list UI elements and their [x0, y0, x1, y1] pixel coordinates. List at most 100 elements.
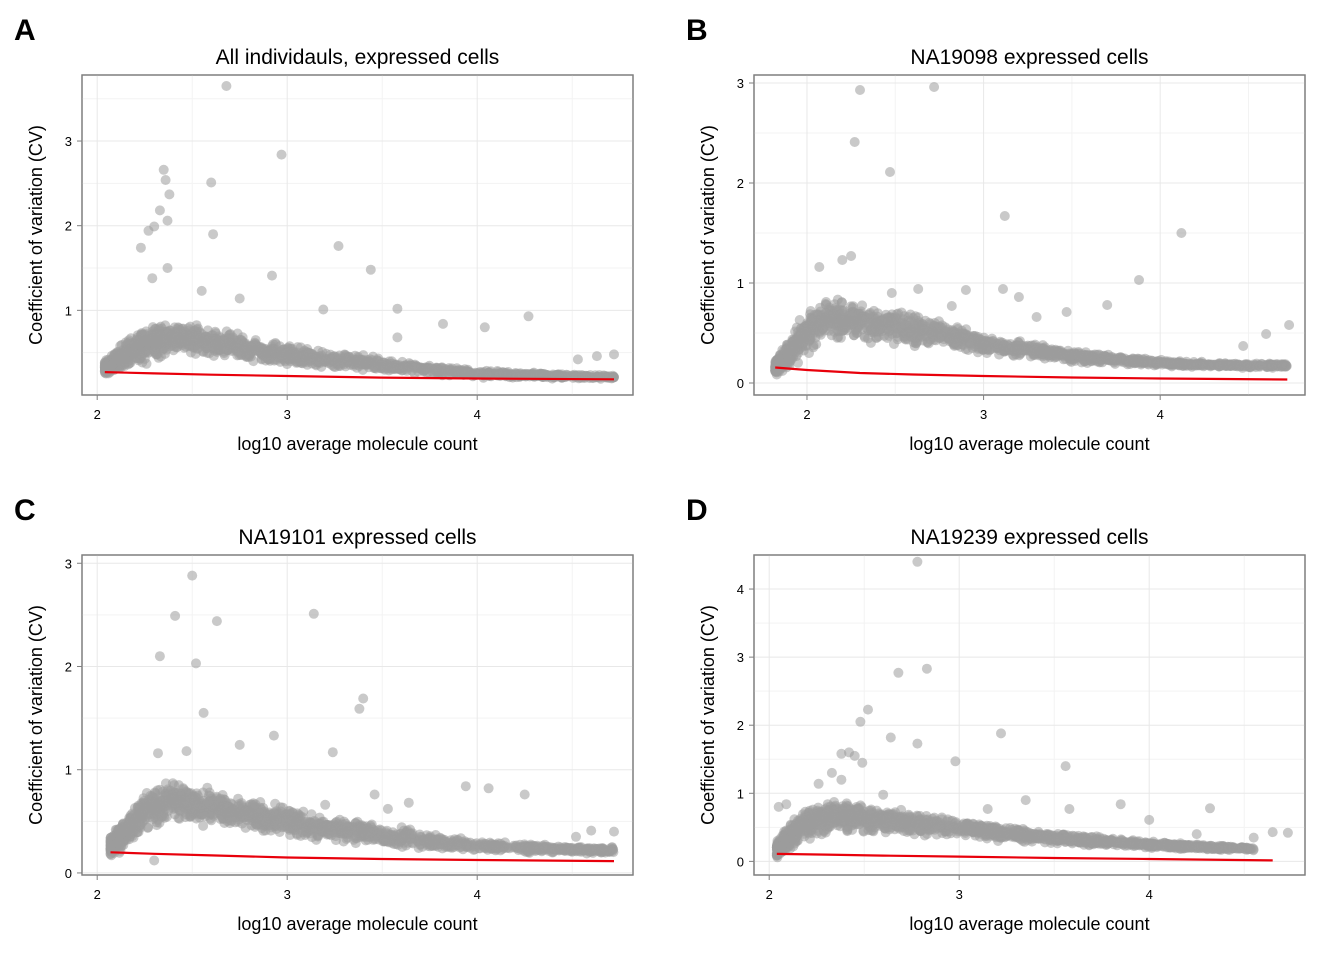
outlier-point: [158, 164, 169, 175]
x-tick-label: 4: [474, 887, 481, 902]
data-point: [149, 802, 160, 813]
y-tick-label: 2: [65, 219, 72, 234]
data-point: [161, 811, 172, 822]
outlier-point: [181, 746, 192, 757]
panel-letter: C: [14, 494, 36, 527]
data-point: [195, 803, 206, 813]
data-point: [137, 329, 148, 340]
outlier-point: [519, 789, 530, 800]
data-point: [1014, 344, 1025, 355]
outlier-point: [1061, 307, 1072, 317]
x-tick-label: 2: [803, 407, 810, 422]
data-point: [279, 354, 290, 365]
data-point: [607, 372, 618, 382]
fit-line: [104, 371, 615, 381]
data-point: [400, 828, 411, 839]
data-point: [327, 354, 337, 365]
data-point: [337, 819, 348, 830]
outlier-point: [308, 608, 319, 619]
outlier-point: [211, 616, 222, 627]
data-point: [193, 323, 204, 334]
data-point: [231, 342, 241, 353]
outlier-point: [479, 322, 490, 333]
outlier-point: [1176, 228, 1187, 238]
outlier-point: [191, 658, 201, 669]
data-point: [808, 314, 819, 325]
data-point: [233, 793, 244, 804]
outlier-point: [925, 319, 936, 329]
outlier-point: [483, 783, 494, 794]
outlier-point: [318, 304, 329, 315]
x-axis-label: log10 average molecule count: [237, 434, 477, 454]
data-point: [350, 350, 361, 361]
data-point: [263, 820, 274, 831]
outlier-point: [162, 263, 173, 273]
data-point: [250, 799, 261, 810]
data-point: [421, 830, 432, 841]
data-point: [528, 369, 539, 380]
data-point: [421, 363, 432, 374]
data-point: [201, 343, 211, 353]
data-point: [117, 356, 128, 367]
data-point: [432, 362, 443, 373]
data-point: [250, 821, 261, 832]
outlier-point: [1013, 292, 1024, 302]
data-point: [313, 819, 324, 829]
data-point: [1265, 359, 1276, 370]
data-point: [497, 367, 508, 378]
outlier-point: [814, 262, 825, 272]
y-tick-label: 2: [737, 176, 744, 191]
data-point: [1094, 357, 1105, 368]
outlier-point: [234, 739, 245, 750]
outlier-point: [147, 273, 158, 284]
data-point: [222, 344, 233, 355]
x-axis-label: log10 average molecule count: [237, 914, 477, 934]
outlier-point: [609, 349, 619, 360]
panel-title: All individauls, expressed cells: [216, 46, 500, 69]
data-point: [206, 330, 217, 341]
outlier-point: [162, 215, 173, 226]
y-tick-label: 1: [737, 276, 744, 291]
data-point: [826, 330, 837, 341]
data-point: [581, 848, 592, 859]
data-point: [175, 806, 186, 817]
outlier-point: [837, 255, 848, 265]
x-tick-label: 2: [94, 887, 101, 902]
data-point: [397, 841, 408, 852]
y-axis-label: Coefficient of variation (CV): [26, 605, 46, 825]
data-point: [253, 346, 264, 357]
outlier-point: [929, 82, 940, 92]
data-point: [121, 817, 132, 828]
data-point: [1174, 356, 1185, 367]
outlier-point: [164, 189, 175, 200]
data-point: [847, 302, 858, 313]
data-point: [297, 821, 308, 832]
data-point: [1254, 360, 1265, 371]
data-point: [193, 343, 204, 354]
outlier-point: [206, 177, 217, 188]
outlier-point: [392, 303, 403, 314]
outlier-point: [586, 825, 597, 836]
data-point: [836, 297, 847, 308]
outlier-point: [609, 826, 619, 837]
outlier-point: [234, 293, 245, 304]
data-point: [261, 347, 272, 358]
data-point: [452, 834, 463, 845]
data-point: [934, 333, 945, 343]
outlier-point: [268, 730, 279, 741]
outlier-point: [392, 332, 403, 343]
data-point: [214, 339, 225, 350]
data-point: [136, 808, 147, 819]
outlier-point: [369, 789, 380, 800]
data-point: [865, 307, 876, 318]
outlier-point: [333, 241, 344, 251]
point-cloud: [770, 82, 1295, 380]
data-point: [136, 348, 147, 358]
outlier-point: [1031, 312, 1042, 322]
data-point: [1119, 353, 1130, 364]
data-point: [793, 338, 804, 349]
data-point: [1156, 358, 1167, 368]
